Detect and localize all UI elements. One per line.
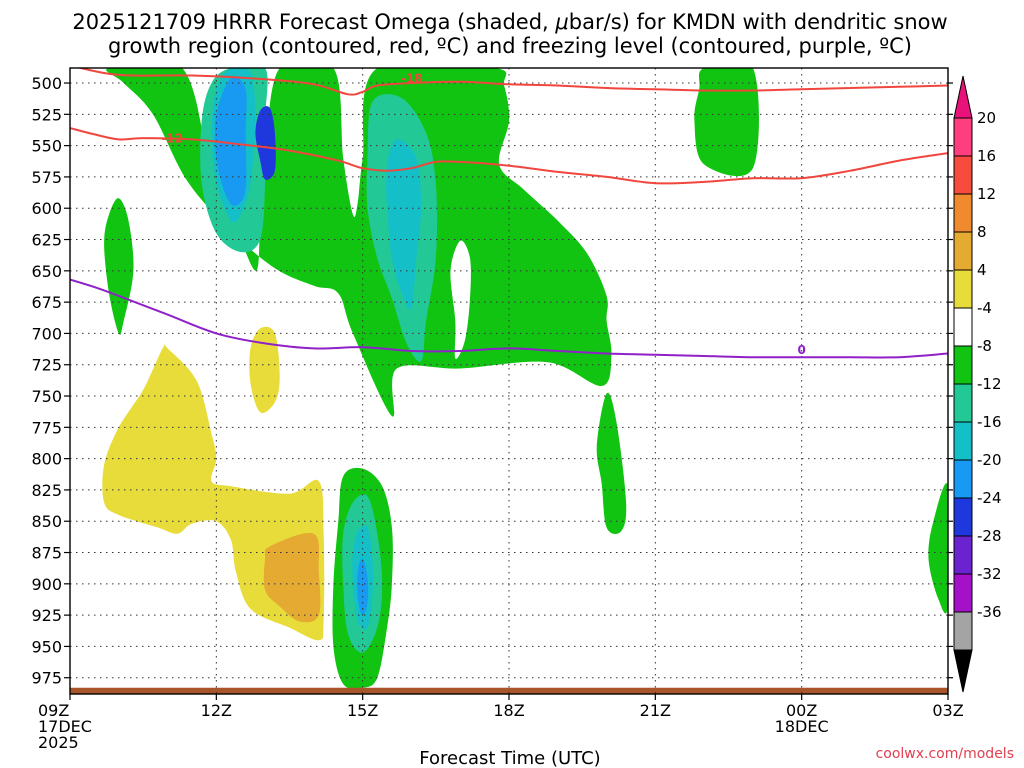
colorbar-label-0: 20 [977, 109, 996, 127]
y-tick-label-525: 525 [31, 105, 62, 124]
x-tick-label-0-1: 17DEC [38, 717, 92, 736]
x-tick-label-15-0: 00Z [786, 701, 817, 720]
y-tick-label-800: 800 [31, 450, 62, 469]
title-part-b: bar/s) for KMDN with dendritic snow [569, 10, 948, 34]
colorbar-bin-13 [953, 611, 973, 651]
x-tick-label-0-2: 2025 [38, 733, 79, 752]
x-tick-label-0-0: 09Z [38, 701, 69, 720]
y-tick-label-675: 675 [31, 293, 62, 312]
colorbar-label-10: -24 [977, 489, 1002, 507]
x-tick-label-12-0: 21Z [640, 701, 671, 720]
omega-region-4 [596, 392, 627, 534]
x-tick-label-6-0: 15Z [347, 701, 378, 720]
y-tick-label-975: 975 [31, 669, 62, 688]
y-tick-label-550: 550 [31, 137, 62, 156]
freezing-contour-0-line [70, 278, 948, 359]
x-axis-label: Forecast Time (UTC) [419, 748, 600, 768]
colorbar-bin-5 [953, 307, 973, 347]
y-tick-label-625: 625 [31, 231, 62, 250]
colorbar-bin-0 [953, 117, 973, 157]
y-tick-label-650: 650 [31, 262, 62, 281]
omega-region-6 [450, 240, 471, 360]
ground-band [70, 687, 948, 694]
colorbar-label-7: -12 [977, 375, 1002, 393]
colorbar-label-5: -4 [977, 299, 992, 317]
chart-title-line2: growth region (contoured, red, ºC) and f… [108, 34, 912, 58]
y-tick-label-600: 600 [31, 199, 62, 218]
colorbar-bin-11 [953, 535, 973, 575]
omega-region-15 [255, 106, 276, 180]
chart-title-line1: 2025121709 HRRR Forecast Omega (shaded, … [72, 10, 947, 34]
gridlines-layer [70, 68, 948, 694]
dendritic-contour-0-label: -18 [401, 72, 423, 86]
omega-region-17 [249, 326, 280, 414]
title-mu: μ [554, 10, 568, 34]
colorbar-bin-2 [953, 193, 973, 233]
contour-layer: -18 -12 0 [70, 68, 948, 359]
omega-region-0 [106, 68, 612, 417]
colorbar-bin-10 [953, 497, 973, 537]
colorbar-label-13: -36 [977, 603, 1002, 621]
y-tick-label-925: 925 [31, 606, 62, 625]
colorbar-bin-6 [953, 345, 973, 385]
colorbar-label-11: -28 [977, 527, 1002, 545]
colorbar-label-2: 12 [977, 185, 996, 203]
colorbar-label-9: -20 [977, 451, 1002, 469]
y-tick-label-500: 500 [31, 74, 62, 93]
x-tick-label-15-1: 18DEC [775, 717, 829, 736]
y-tick-label-700: 700 [31, 324, 62, 343]
omega-region-3 [694, 68, 759, 177]
dendritic-contour-1-label: -12 [162, 132, 184, 146]
dendritic-contour-0-line [76, 68, 948, 96]
y-tick-label-900: 900 [31, 575, 62, 594]
omega-region-18 [263, 532, 321, 623]
colorbar-bin-8 [953, 421, 973, 461]
x-tick-label-9-0: 18Z [493, 701, 524, 720]
colorbar-bin-9 [953, 459, 973, 499]
colorbar-label-3: 8 [977, 223, 987, 241]
y-tick-label-775: 775 [31, 418, 62, 437]
y-tick-label-750: 750 [31, 387, 62, 406]
omega-region-11 [386, 139, 422, 310]
omega-region-5 [928, 483, 948, 614]
colorbar-bin-4 [953, 269, 973, 309]
colorbar-bin-1 [953, 155, 973, 195]
y-tick-label-950: 950 [31, 637, 62, 656]
colorbar-label-4: 4 [977, 261, 987, 279]
omega-colorbar: 20 16 12 8 4 -4 -8 -12 -16 -20 -24 -28 -32 -36 [953, 75, 1002, 693]
omega-region-14 [357, 558, 369, 616]
omega-region-13 [214, 76, 247, 206]
colorbar-label-12: -32 [977, 565, 1002, 583]
title-part-a: 2025121709 HRRR Forecast Omega (shaded, [72, 10, 555, 34]
credit-text: coolwx.com/models [876, 746, 1014, 762]
y-tick-label-725: 725 [31, 356, 62, 375]
colorbar-bin-7 [953, 383, 973, 423]
colorbar-label-6: -8 [977, 337, 992, 355]
omega-region-1 [104, 198, 134, 335]
colorbar-label-1: 16 [977, 147, 996, 165]
freezing-contour-0-label: 0 [797, 343, 805, 357]
x-tick-label-18-0: 03Z [932, 701, 963, 720]
pressure-axis: 500 525 550 575 600 625 650 675 700 725 750 775 800 8… [31, 74, 953, 688]
colorbar-bin-12 [953, 573, 973, 613]
colorbar-label-8: -16 [977, 413, 1002, 431]
x-tick-label-3-0: 12Z [201, 701, 232, 720]
y-tick-label-575: 575 [31, 168, 62, 187]
y-tick-label-875: 875 [31, 544, 62, 563]
y-tick-label-825: 825 [31, 481, 62, 500]
dendritic-contour-1-line [70, 127, 948, 185]
colorbar-bottom-arrow [953, 649, 973, 693]
y-tick-label-850: 850 [31, 512, 62, 531]
colorbar-top-arrow [953, 75, 973, 119]
colorbar-bin-3 [953, 231, 973, 271]
omega-shading-layer [70, 68, 948, 694]
